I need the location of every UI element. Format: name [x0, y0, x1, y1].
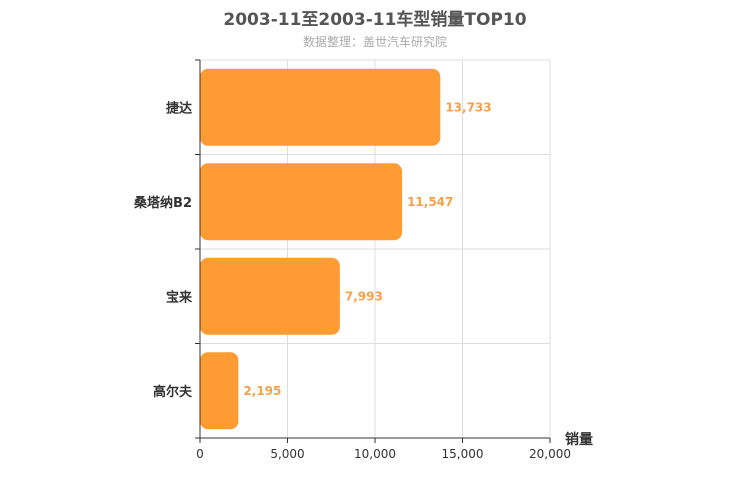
bar: [200, 163, 403, 241]
bar-value-label: 7,993: [345, 289, 383, 303]
bar-value-label: 2,195: [243, 384, 281, 398]
x-tick-label: 10,000: [354, 447, 396, 461]
x-tick-label: 5,000: [270, 447, 304, 461]
bar: [200, 352, 239, 430]
category-label: 桑塔纳B2: [133, 195, 192, 211]
x-axis-title: 销量: [565, 431, 593, 448]
bar: [200, 68, 441, 146]
bars-group: [200, 68, 441, 430]
chart-subtitle: 数据整理：盖世汽车研究院: [302, 35, 447, 49]
x-tick-label: 0: [196, 447, 204, 461]
bar-value-label: 13,733: [445, 100, 491, 114]
bar-value-label: 11,547: [407, 195, 453, 209]
bar: [200, 257, 340, 335]
x-tick-label: 15,000: [442, 447, 484, 461]
x-tick-label: 20,000: [529, 447, 571, 461]
axes-group: [195, 59, 551, 443]
chart-title: 2003-11至2003-11车型销量TOP10: [223, 10, 527, 30]
labels-group: 0 5,000 10,000 15,000 20,000 13,733 捷达 11,547 桑塔…: [133, 100, 571, 461]
category-label: 捷达: [166, 100, 192, 116]
category-label: 高尔夫: [153, 384, 193, 400]
category-label: 宝来: [166, 289, 193, 305]
